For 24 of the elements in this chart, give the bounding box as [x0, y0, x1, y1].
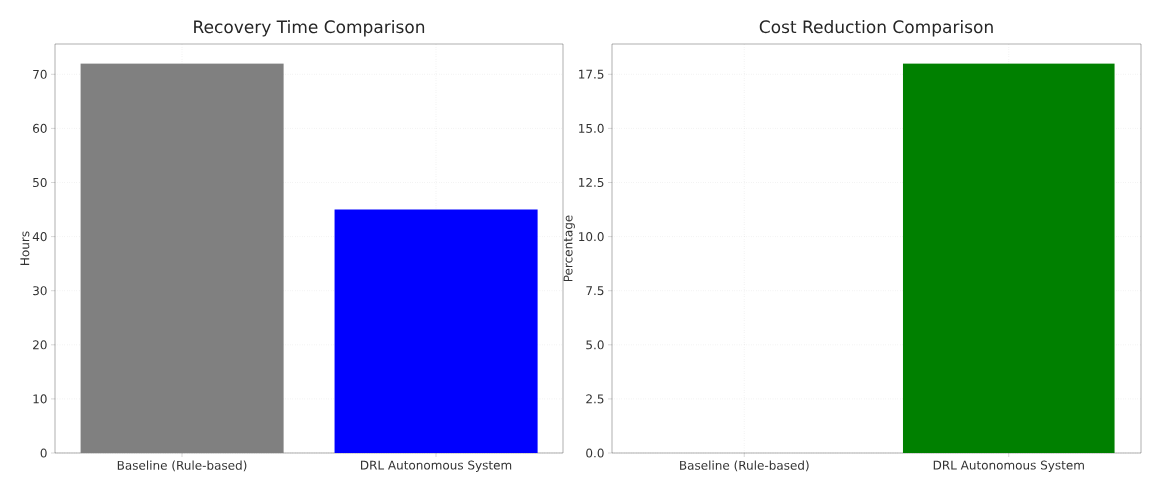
- y-tick-label: 12.5: [579, 177, 604, 188]
- y-tick-label: 10.0: [579, 232, 604, 242]
- y-tick-label: 7.5: [586, 286, 604, 296]
- y-tick-label: 17.5: [579, 69, 604, 79]
- y-axis-title: Hours: [20, 231, 30, 265]
- y-tick-label: 10: [33, 394, 47, 404]
- y-axis-title: Percentage: [563, 215, 575, 282]
- y-tick-label: 20: [33, 340, 47, 350]
- y-tick-label: 5.0: [586, 340, 604, 350]
- y-tick-label: 70: [33, 69, 47, 79]
- y-tick-label: 30: [33, 286, 47, 296]
- chart-title: Cost Reduction Comparison: [759, 20, 993, 37]
- y-tick-label: 40: [32, 232, 47, 242]
- y-tick-label: 15.0: [579, 123, 604, 133]
- chart-title: Recovery Time Comparison: [194, 20, 425, 37]
- y-tick-label: 60: [33, 123, 47, 133]
- y-tick-label: 0: [40, 448, 47, 458]
- x-tick-label: Baseline (Rule-based): [117, 460, 247, 472]
- x-tick-label: DRL Autonomous System: [361, 460, 512, 472]
- y-tick-label: 50: [33, 177, 47, 188]
- y-tick-label: 2.5: [586, 394, 604, 404]
- x-tick-label: Baseline (Rule-based): [680, 460, 809, 472]
- y-tick-label: 0.0: [586, 448, 604, 458]
- x-tick-label: DRL Autonomous System: [933, 460, 1084, 472]
